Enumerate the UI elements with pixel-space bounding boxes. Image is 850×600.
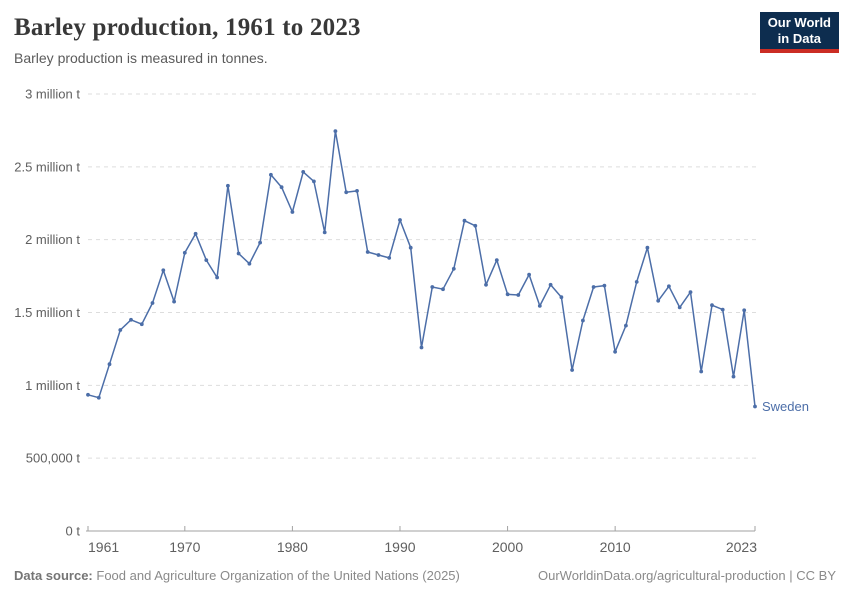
data-point-marker (107, 362, 112, 367)
data-point-marker (656, 298, 661, 303)
data-source: Data source: Food and Agriculture Organi… (14, 568, 460, 583)
x-axis-tick-label: 1970 (169, 539, 200, 555)
y-axis-tick-label: 3 million t (25, 87, 80, 102)
chart-footer: Data source: Food and Agriculture Organi… (14, 568, 836, 583)
data-point-marker (731, 374, 736, 379)
data-point-marker (96, 395, 101, 400)
data-point-marker (484, 282, 488, 287)
data-point-marker (312, 179, 316, 184)
data-point-marker (387, 256, 392, 260)
data-point-marker (624, 323, 628, 328)
data-point-marker (613, 349, 617, 354)
data-point-marker (527, 272, 531, 277)
data-point-marker (451, 266, 456, 271)
series-label-sweden[interactable]: Sweden (762, 399, 809, 414)
data-point-marker (129, 317, 133, 322)
footer-url[interactable]: OurWorldinData.org/agricultural-producti… (538, 568, 786, 583)
data-point-marker (548, 282, 553, 287)
data-point-marker (290, 210, 295, 214)
chart-subtitle: Barley production is measured in tonnes. (14, 50, 268, 66)
data-point-marker (139, 322, 144, 327)
data-point-marker (161, 268, 166, 273)
data-point-marker (634, 280, 639, 284)
data-point-marker (537, 304, 542, 308)
data-point-marker (667, 284, 671, 289)
data-point-marker (473, 223, 478, 228)
data-point-marker (150, 301, 155, 305)
data-source-text: Food and Agriculture Organization of the… (96, 568, 460, 583)
data-point-marker (430, 285, 435, 289)
y-axis-tick-label: 2 million t (25, 232, 80, 247)
data-point-marker (753, 404, 757, 409)
y-axis-tick-label: 0 t (66, 524, 81, 539)
page-title: Barley production, 1961 to 2023 (14, 14, 361, 41)
data-point-marker (193, 231, 198, 236)
x-axis-tick-label: 2023 (726, 539, 757, 555)
data-point-marker (247, 261, 252, 266)
owid-logo-line2: in Data (777, 31, 822, 46)
data-point-marker (236, 251, 241, 256)
owid-logo[interactable]: Our World in Data (759, 12, 839, 53)
data-point-marker (688, 290, 693, 294)
data-point-marker (301, 170, 306, 174)
footer-credit[interactable]: OurWorldinData.org/agricultural-producti… (538, 568, 836, 583)
series-line-sweden (87, 130, 756, 408)
data-point-marker (591, 285, 596, 289)
data-point-marker (279, 185, 284, 190)
data-point-marker (344, 190, 349, 195)
footer-license: CC BY (796, 568, 836, 583)
x-axis-tick-label: 1980 (277, 539, 308, 555)
footer-divider: | (789, 568, 793, 583)
y-axis-tick-label: 1 million t (25, 378, 80, 393)
y-axis-tick-label: 1.5 million t (14, 305, 80, 320)
data-point-marker (215, 275, 220, 280)
data-source-label: Data source: (14, 568, 93, 583)
x-axis-tick-label: 1961 (88, 539, 119, 555)
y-axis-tick-label: 2.5 million t (14, 159, 80, 174)
data-point-marker (118, 328, 123, 332)
data-point-marker (204, 258, 209, 262)
data-point-marker (677, 305, 682, 310)
data-point-marker (258, 240, 262, 245)
owid-logo-line1: Our World (767, 15, 831, 30)
data-point-marker (419, 345, 424, 350)
data-point-marker (559, 295, 564, 300)
data-point-marker (570, 368, 574, 372)
x-axis-tick-label: 2000 (492, 539, 523, 555)
data-point-marker (322, 230, 327, 235)
y-axis-tick-label: 500,000 t (26, 451, 81, 466)
data-point-marker (699, 369, 704, 374)
data-point-marker (365, 250, 370, 254)
data-point-marker (710, 303, 714, 308)
data-point-marker (226, 183, 230, 188)
data-point-marker (505, 292, 510, 297)
data-point-marker (376, 253, 381, 257)
data-point-marker (408, 245, 413, 250)
x-axis-tick-label: 2010 (600, 539, 631, 555)
data-point-marker (172, 299, 177, 304)
data-point-marker (602, 283, 607, 288)
data-point-marker (494, 258, 499, 262)
data-point-marker (462, 218, 467, 223)
data-point-marker (441, 287, 445, 292)
data-point-marker (86, 392, 90, 397)
data-point-marker (333, 129, 338, 134)
data-point-marker (581, 318, 585, 323)
chart-header: Barley production, 1961 to 2023 Barley p… (14, 14, 754, 66)
data-point-marker (398, 218, 402, 222)
x-axis-tick-label: 1990 (384, 539, 415, 555)
data-point-marker (355, 189, 359, 193)
data-point-marker (742, 308, 747, 313)
data-point-marker (182, 250, 187, 255)
data-point-marker (516, 293, 521, 297)
data-point-marker (269, 172, 273, 177)
data-point-marker (720, 307, 725, 312)
data-point-marker (645, 245, 650, 250)
